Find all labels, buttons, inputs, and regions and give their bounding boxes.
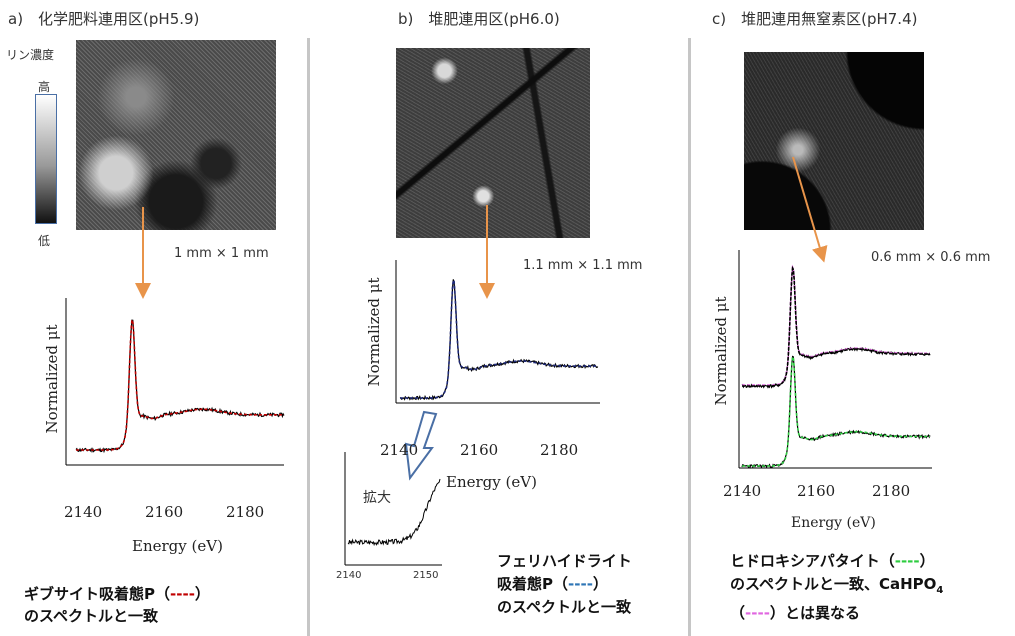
colorbar-low: 低 (38, 234, 51, 248)
inset-tick-2140: 2140 (336, 570, 362, 581)
colorbar-high: 高 (38, 80, 51, 94)
chart-c-tick-2140: 2140 (723, 482, 762, 500)
colorbar (35, 94, 57, 224)
chart-c-upper-sample-line (741, 266, 931, 389)
chart-b-tick-2160: 2160 (460, 441, 499, 459)
micrograph-a (76, 40, 276, 230)
chart-b-tick-2180: 2180 (540, 441, 579, 459)
colorbar-title: リン濃度 (6, 48, 55, 62)
micrograph-b (396, 48, 590, 238)
caption-b: フェリハイドライト 吸着態P（----） のスペクトルと一致 (497, 552, 632, 616)
chart-c-tick-2180: 2180 (872, 482, 911, 500)
chart-c-xlabel: Energy (eV) (791, 515, 876, 531)
inset-line (347, 478, 441, 547)
chart-a-tick-2140: 2140 (64, 503, 103, 521)
chart-c-upper-pink-reference (742, 264, 930, 386)
inset-tick-2150: 2150 (413, 570, 439, 581)
chart-c-upper-black-dashed (742, 265, 930, 387)
chart-a-reference-line (76, 317, 284, 451)
panel-a-title: a) 化学肥料連用区(pH5.9) (8, 10, 200, 28)
micrograph-c (744, 52, 924, 230)
chart-a-sample-line (75, 319, 285, 454)
caption-c: ヒドロキシアパタイト（----） のスペクトルと一致、CaHPO4 （----）… (730, 552, 944, 622)
chart-a-xlabel: Energy (eV) (132, 537, 223, 555)
separator-2 (688, 38, 691, 636)
chart-b-tick-2140: 2140 (380, 441, 419, 459)
separator-1 (307, 38, 310, 636)
chart-b-xlabel: Energy (eV) (446, 473, 537, 491)
inset-label: 拡大 (363, 490, 391, 506)
scale-label-a: 1 mm × 1 mm (174, 246, 269, 261)
chart-a-tick-2160: 2160 (145, 503, 184, 521)
chart-b-ylabel: Normalized μt (365, 277, 383, 387)
scale-label-b: 1.1 mm × 1.1 mm (523, 258, 643, 273)
chart-c-ylabel: Normalized μt (712, 296, 730, 406)
chart-b-sample-line (399, 279, 599, 401)
chart-a-ylabel: Normalized μt (43, 324, 61, 434)
scale-label-c: 0.6 mm × 0.6 mm (871, 250, 991, 265)
chart-c-tick-2160: 2160 (797, 482, 836, 500)
chart-c-lower-sample-line (741, 355, 931, 469)
chart-a-tick-2180: 2180 (226, 503, 265, 521)
chart-c-lower-reference-line (742, 354, 930, 467)
zoom-arrow (404, 410, 438, 481)
panel-c-title: c) 堆肥連用無窒素区(pH7.4) (712, 10, 918, 28)
caption-a: ギブサイト吸着態P（----） のスペクトルと一致 (24, 585, 210, 625)
panel-b-title: b) 堆肥連用区(pH6.0) (398, 10, 560, 28)
chart-b-reference-line (400, 277, 598, 399)
arrow-c (792, 156, 828, 263)
